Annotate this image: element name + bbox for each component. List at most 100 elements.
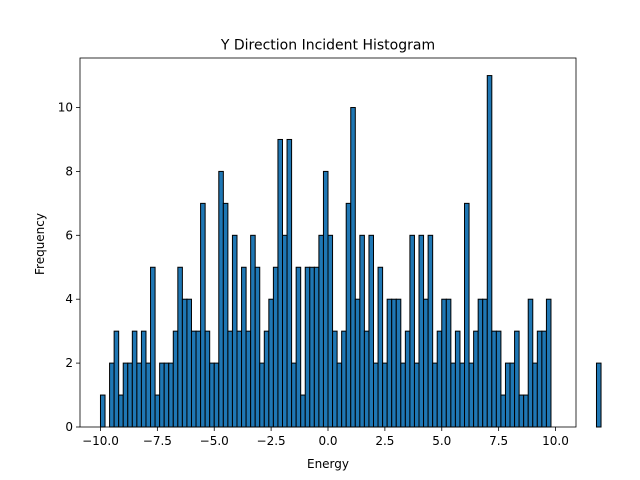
x-tick-label: −7.5 [143, 434, 172, 448]
histogram-bar [177, 266, 183, 428]
histogram-bar [427, 234, 434, 428]
histogram-bar [418, 234, 425, 428]
histogram-bar [259, 362, 265, 428]
histogram-bar [454, 330, 461, 428]
histogram-bar [409, 234, 415, 428]
histogram-bar [154, 394, 161, 428]
histogram-bar [532, 362, 538, 428]
histogram-bar [500, 394, 506, 428]
histogram-bar [313, 266, 320, 428]
histogram-bar [168, 362, 174, 428]
histogram-bar [518, 394, 525, 428]
histogram-bar [99, 394, 106, 428]
histogram-bar [459, 362, 466, 428]
histogram-bar [413, 362, 420, 428]
histogram-bar [236, 330, 243, 428]
histogram-bar [504, 362, 511, 428]
histogram-bar [363, 330, 370, 428]
x-tick-label: −10.0 [82, 434, 119, 448]
y-ticks-group: 0 2 4 6 8 10 [58, 101, 80, 434]
histogram-bar [482, 298, 488, 428]
histogram-bar [473, 330, 479, 428]
y-axis-label: Frequency [33, 213, 47, 275]
histogram-bar [404, 330, 411, 428]
histogram-bar [190, 330, 197, 428]
x-tick-label: 2.5 [375, 434, 394, 448]
histogram-bar [391, 298, 397, 428]
histogram-bar [277, 138, 283, 428]
histogram-bar [227, 330, 233, 428]
histogram-bar [377, 266, 384, 428]
histogram-bar [254, 266, 261, 428]
histogram-bar [250, 234, 256, 428]
histogram-bar [272, 266, 279, 428]
histogram-bar [509, 362, 516, 428]
histogram-bar [295, 266, 302, 428]
histogram-bar [109, 362, 115, 428]
histogram-bar [127, 362, 133, 428]
histogram-bar [477, 298, 484, 428]
histogram-bar [245, 330, 252, 428]
y-tick-label: 2 [65, 356, 73, 370]
histogram-bar [350, 107, 356, 428]
histogram-bar [354, 298, 361, 428]
histogram-bar [131, 330, 138, 428]
histogram-bar [373, 362, 379, 428]
histogram-bar [545, 298, 552, 428]
histogram-bar [527, 298, 534, 428]
histogram-bar [304, 266, 311, 428]
histogram-bar [318, 234, 324, 428]
histogram-bar [118, 394, 124, 428]
histogram-bar [441, 298, 447, 428]
histogram-bar [186, 298, 192, 428]
histogram-bar [541, 330, 547, 428]
histogram-bar [450, 362, 456, 428]
x-tick-label: −5.0 [200, 434, 229, 448]
chart-title: Y Direction Incident Histogram [220, 38, 435, 54]
histogram-bar [327, 234, 334, 428]
histogram-bar [268, 298, 274, 428]
histogram-bar [159, 362, 165, 428]
histogram-bar [222, 202, 229, 428]
histogram-bar [136, 362, 142, 428]
histogram-bar [595, 362, 602, 428]
histogram-bar [209, 362, 215, 428]
y-tick-label: 10 [58, 101, 73, 115]
histogram-bar [332, 330, 338, 428]
plot-frame [79, 57, 577, 428]
x-tick-label: 5.0 [432, 434, 451, 448]
histogram-bar [322, 170, 329, 428]
histogram-bar [263, 330, 270, 428]
x-ticks-group: −10.0 −7.5 −5.0 −2.5 0.0 2.5 5.0 7.5 10.0 [82, 427, 569, 448]
histogram-bar [181, 298, 188, 428]
histogram-bar [122, 362, 129, 428]
histogram-bar [213, 362, 220, 428]
y-tick-label: 6 [65, 228, 73, 242]
x-tick-label: −2.5 [257, 434, 286, 448]
histogram-bar [286, 138, 293, 428]
histogram-bar [163, 362, 170, 428]
histogram-bar [514, 330, 520, 428]
x-axis-label: Energy [307, 457, 349, 471]
histogram-bar [386, 298, 393, 428]
histogram-bar [140, 330, 147, 428]
histogram-bar [445, 298, 452, 428]
histogram-bar [281, 234, 288, 428]
histogram-bar [172, 330, 179, 428]
y-tick-label: 8 [65, 164, 73, 178]
histogram-bar [536, 330, 543, 428]
histogram-bar [291, 362, 297, 428]
histogram-bar [395, 298, 402, 428]
histogram-bar [231, 234, 238, 428]
histogram-bar [345, 202, 352, 428]
histogram-bar [309, 266, 315, 428]
histogram-bar [495, 330, 502, 428]
histogram-bar [200, 202, 206, 428]
histogram-bar [523, 394, 529, 428]
x-tick-label: 10.0 [542, 434, 569, 448]
histogram-bar [382, 362, 388, 428]
histogram-bar [241, 266, 247, 428]
x-tick-label: 7.5 [489, 434, 508, 448]
histogram-bar [195, 330, 202, 428]
